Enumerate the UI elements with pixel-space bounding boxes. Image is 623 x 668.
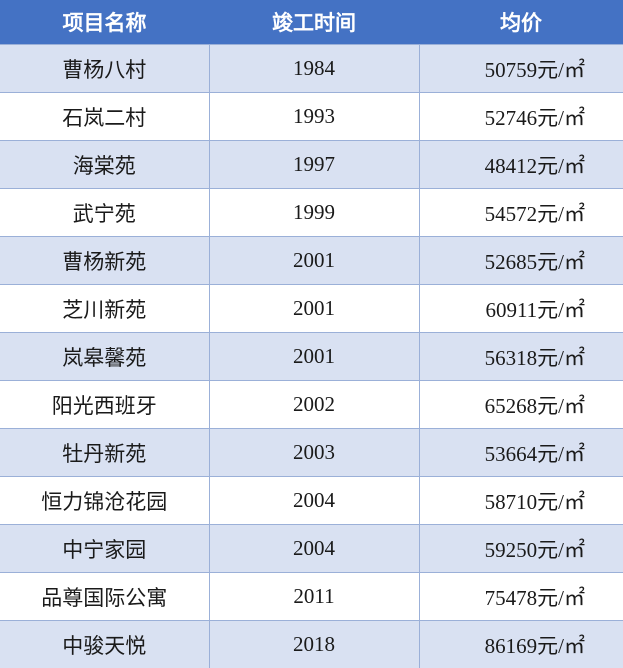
project-name-cell: 曹杨八村 [0,45,209,93]
project-name-cell: 岚皋馨苑 [0,333,209,381]
project-name-cell: 芝川新苑 [0,285,209,333]
header-completion-year: 竣工时间 [209,0,419,45]
project-name-cell: 牡丹新苑 [0,429,209,477]
completion-year-cell: 2001 [209,285,419,333]
completion-year-cell: 1993 [209,93,419,141]
average-price-cell: 58710元/㎡ [419,477,623,525]
completion-year-cell: 2002 [209,381,419,429]
header-project-name: 项目名称 [0,0,209,45]
average-price-cell: 50759元/㎡ [419,45,623,93]
completion-year-cell: 2001 [209,237,419,285]
completion-year-cell: 2011 [209,573,419,621]
average-price-cell: 52685元/㎡ [419,237,623,285]
completion-year-cell: 2004 [209,525,419,573]
average-price-cell: 48412元/㎡ [419,141,623,189]
project-name-cell: 石岚二村 [0,93,209,141]
average-price-cell: 52746元/㎡ [419,93,623,141]
average-price-cell: 75478元/㎡ [419,573,623,621]
project-name-cell: 恒力锦沧花园 [0,477,209,525]
average-price-cell: 53664元/㎡ [419,429,623,477]
average-price-cell: 65268元/㎡ [419,381,623,429]
completion-year-cell: 2003 [209,429,419,477]
project-name-cell: 武宁苑 [0,189,209,237]
average-price-cell: 54572元/㎡ [419,189,623,237]
project-name-cell: 品尊国际公寓 [0,573,209,621]
project-name-cell: 中骏天悦 [0,621,209,668]
completion-year-cell: 2001 [209,333,419,381]
completion-year-cell: 1999 [209,189,419,237]
completion-year-cell: 1997 [209,141,419,189]
completion-year-cell: 2018 [209,621,419,668]
completion-year-cell: 1984 [209,45,419,93]
project-name-cell: 中宁家园 [0,525,209,573]
project-name-cell: 海棠苑 [0,141,209,189]
completion-year-cell: 2004 [209,477,419,525]
project-name-cell: 阳光西班牙 [0,381,209,429]
project-name-cell: 曹杨新苑 [0,237,209,285]
header-row: 项目名称 竣工时间 均价 [0,0,623,45]
average-price-cell: 86169元/㎡ [419,621,623,668]
average-price-cell: 59250元/㎡ [419,525,623,573]
average-price-cell: 60911元/㎡ [419,285,623,333]
header-average-price: 均价 [419,0,623,45]
average-price-cell: 56318元/㎡ [419,333,623,381]
